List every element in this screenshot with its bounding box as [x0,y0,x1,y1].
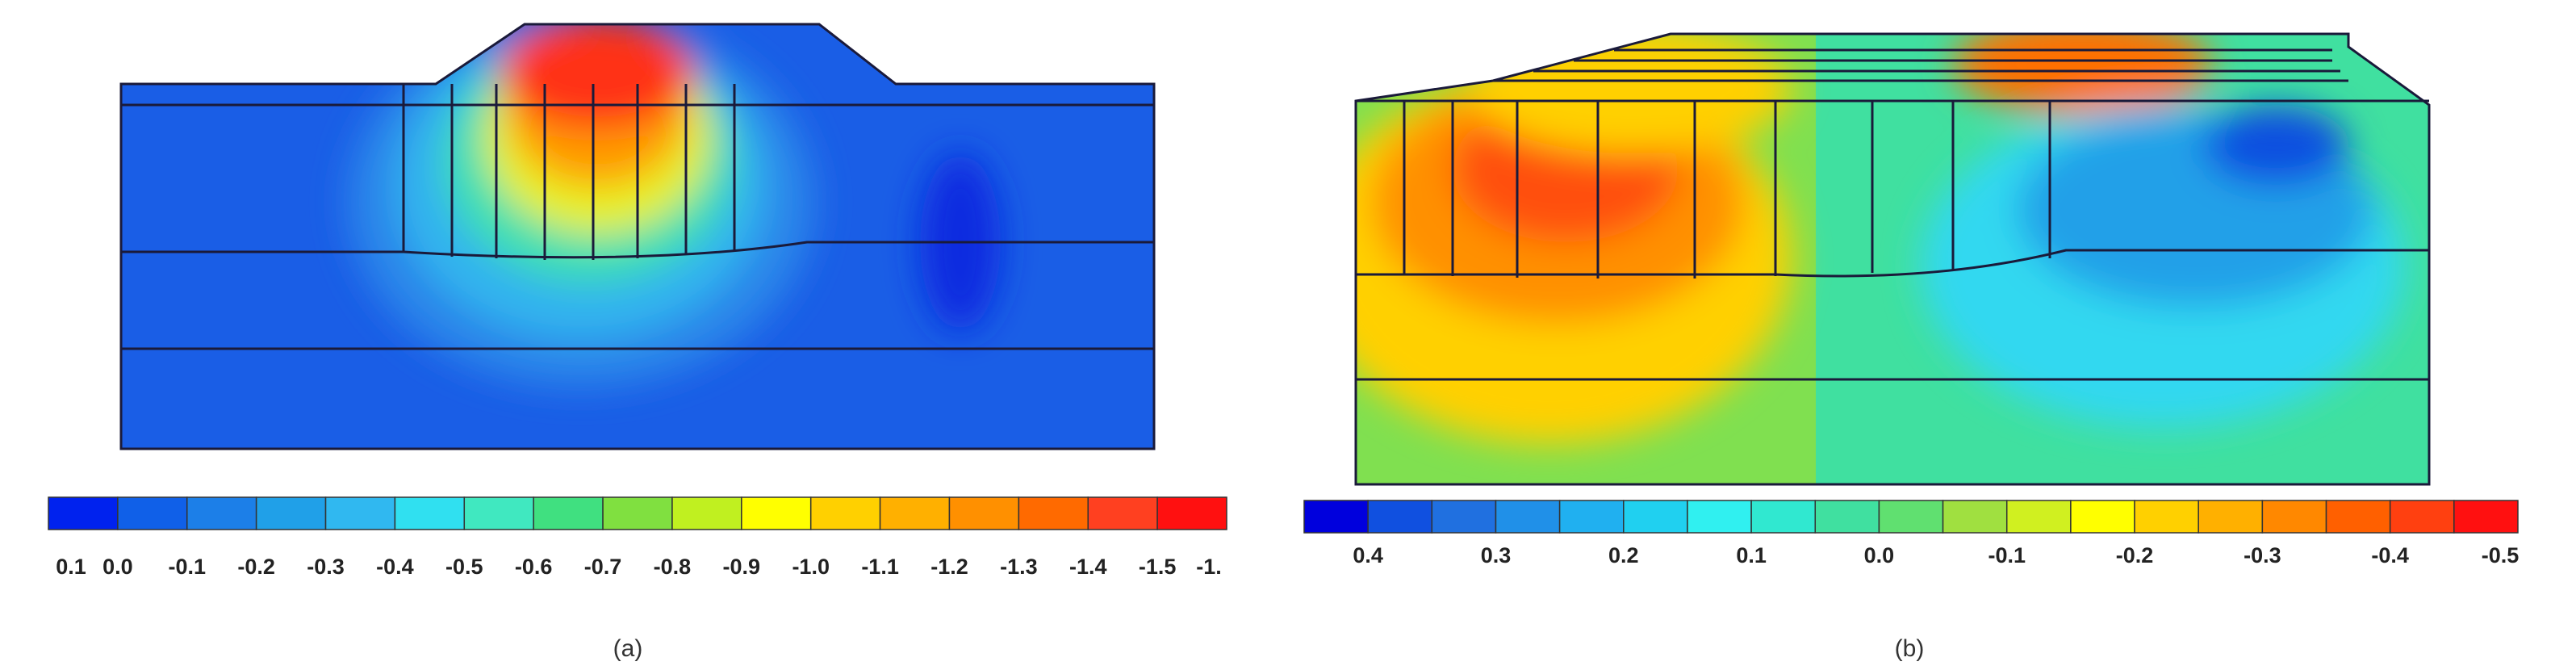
colorbar-bin [1087,496,1158,530]
colorbar-bin [117,496,188,530]
colorbar-bin [1623,500,1688,534]
colorbar-label: -0.8 [654,555,692,579]
colorbar-bin [1750,500,1817,534]
panel-caption: (b) [1895,635,1925,662]
colorbar-bin [463,496,534,530]
colorbar-bin [1558,500,1625,534]
colorbar-bin [2005,500,2072,534]
colorbar-label: 0.0 [1864,543,1895,567]
colorbar-label: -1. [1196,555,1222,579]
colorbar-label: 0.3 [1481,543,1512,567]
colorbar-bin [879,496,951,530]
colorbar-bin [2134,500,2199,534]
colorbar-bin [1878,500,1944,534]
colorbar-label: -0.4 [2371,543,2409,567]
colorbar-label: -0.9 [723,555,761,579]
colorbar-label: -0.1 [168,555,206,579]
colorbar-label: -1.5 [1139,555,1177,579]
colorbar-label: 0.1 [56,555,86,579]
colorbar-bin [741,496,812,530]
colorbar-bin [671,496,742,530]
colorbar-bin [1814,500,1880,534]
colorbar-bin [255,496,327,530]
panel-caption: (a) [613,635,643,662]
colorbar-label: -0.2 [237,555,275,579]
colorbar-label: -0.4 [376,555,414,579]
colorbar-bin [1431,500,1497,534]
colorbar-label: -0.6 [515,555,553,579]
colorbar-bin [809,496,881,530]
colorbar-label: -0.3 [307,555,345,579]
colorbar-label: -1.3 [1000,555,1038,579]
colorbar-bin [602,496,673,530]
colorbar-label: -0.5 [2482,543,2520,567]
colorbar-bin [2070,500,2135,534]
colorbar-bin [186,496,257,530]
colorbar-label: -0.1 [1988,543,2026,567]
colorbar-bin [533,496,604,530]
colorbar-label: -0.7 [584,555,622,579]
colorbar-bin [1942,500,2008,534]
contour-plot-a [119,23,1156,450]
colorbar-bin [2261,500,2327,534]
colorbar-bin [1687,500,1752,534]
colorbar-bin [48,496,119,530]
colorbar-bin [948,496,1020,530]
colorbar-bin [2389,500,2455,534]
colorbar-label: -1.0 [792,555,830,579]
colorbar-bin [1156,496,1227,530]
colorbar-label: -0.5 [445,555,483,579]
colorbar-bin [2198,500,2264,534]
colorbar-bin [1367,500,1433,534]
colorbar-label: 0.1 [1736,543,1767,567]
colorbar-bin [2453,500,2519,534]
colorbar-label: 0.0 [102,555,133,579]
colorbar-label: -0.2 [2116,543,2154,567]
colorbars: 0.1 0.0 -0.1 -0.2 -0.3 -0.4 -0.5 -0.6 -0.7 -0.8 -0… [48,496,2520,662]
colorbar-label: -1.2 [930,555,968,579]
colorbar-bin [1018,496,1089,530]
colorbar-label: -0.3 [2244,543,2281,567]
colorbar-bin [394,496,466,530]
colorbar-label: -1.4 [1069,555,1107,579]
contour-plot-b [1354,32,2431,486]
colorbar-bin [1303,500,1369,534]
colorbar-bin [324,496,396,530]
colorbar-label: -1.1 [861,555,899,579]
colorbar-bin [2325,500,2391,534]
colorbar-bin [1495,500,1561,534]
colorbar-label: 0.2 [1608,543,1639,567]
colorbar-label: 0.4 [1353,543,1383,567]
